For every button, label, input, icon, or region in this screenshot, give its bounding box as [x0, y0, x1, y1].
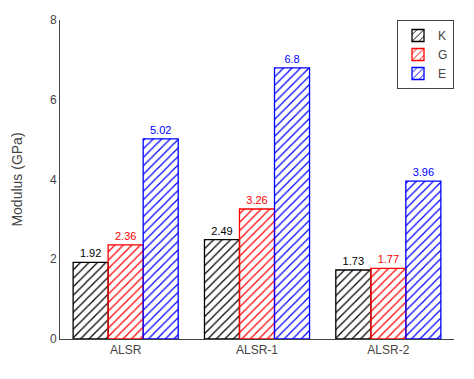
svg-text:Modulus (GPa): Modulus (GPa) — [9, 132, 25, 226]
svg-text:ALSR-2: ALSR-2 — [367, 343, 409, 357]
svg-text:2.36: 2.36 — [115, 230, 136, 242]
svg-text:8: 8 — [50, 13, 57, 27]
svg-text:2: 2 — [50, 252, 57, 266]
svg-text:E: E — [438, 67, 446, 81]
svg-text:4: 4 — [50, 173, 57, 187]
svg-text:6.8: 6.8 — [284, 53, 299, 65]
svg-text:ALSR: ALSR — [110, 343, 142, 357]
svg-text:1.92: 1.92 — [80, 247, 101, 259]
svg-text:3.96: 3.96 — [413, 166, 434, 178]
svg-text:3.26: 3.26 — [246, 194, 267, 206]
svg-text:1.73: 1.73 — [343, 255, 364, 267]
svg-text:5.02: 5.02 — [150, 124, 171, 136]
svg-text:2.49: 2.49 — [211, 225, 232, 237]
svg-text:6: 6 — [50, 93, 57, 107]
svg-text:G: G — [438, 48, 447, 62]
svg-text:1.77: 1.77 — [378, 253, 399, 265]
svg-text:ALSR-1: ALSR-1 — [236, 343, 278, 357]
svg-text:0: 0 — [50, 332, 57, 346]
svg-text:K: K — [438, 29, 446, 43]
